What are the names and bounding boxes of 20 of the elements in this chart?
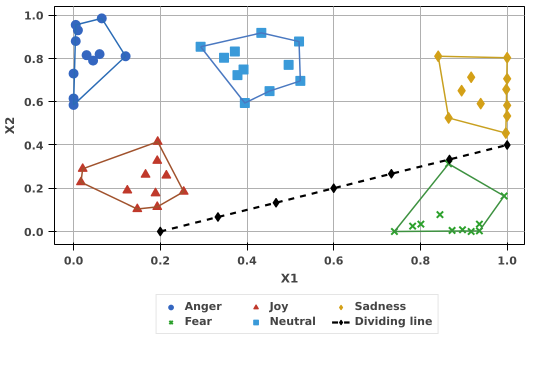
- x-tick-label: 0.6: [324, 254, 344, 268]
- x-tick-label: 1.0: [497, 254, 518, 268]
- y-tick-label: 0.4: [24, 139, 44, 152]
- y-tick-label: 0.6: [24, 96, 44, 110]
- y-tick-label: 0.0: [24, 226, 44, 240]
- y-axis-title: X2: [3, 116, 18, 134]
- legend-label: Joy: [270, 300, 290, 313]
- x-tick-label: 0.2: [150, 254, 170, 268]
- x-axis-title: X1: [280, 272, 298, 286]
- x-tick-label: 0.4: [237, 254, 258, 268]
- legend-label: Dividing line: [354, 315, 432, 328]
- x-tick-label: 0.8: [410, 254, 430, 268]
- x-tick-label: 0.0: [64, 254, 84, 268]
- y-tick-label: 0.8: [24, 52, 44, 66]
- legend-label: Sadness: [354, 300, 408, 313]
- legend-label: Fear: [184, 315, 213, 328]
- y-tick-label: 1.0: [24, 10, 44, 23]
- y-tick-label: 0.2: [24, 182, 44, 196]
- legend-label: Neutral: [270, 315, 317, 328]
- legend-label: Anger: [184, 300, 223, 313]
